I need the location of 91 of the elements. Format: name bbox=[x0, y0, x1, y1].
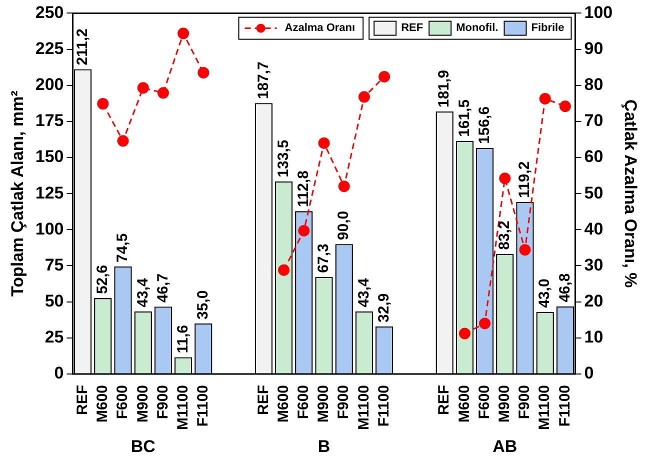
y2-tick-label: 0 bbox=[584, 364, 594, 383]
point bbox=[157, 87, 169, 99]
point bbox=[479, 318, 491, 330]
y-tick-label: 125 bbox=[35, 183, 64, 202]
x-tick-label: F900 bbox=[154, 384, 172, 420]
y2-tick-label: 30 bbox=[584, 255, 604, 274]
data-label: 112,8 bbox=[295, 170, 312, 208]
x-tick-label: M600 bbox=[274, 384, 292, 422]
y-tick-label: 175 bbox=[35, 111, 64, 130]
data-label: 119,2 bbox=[516, 161, 534, 198]
legend-label: Azalma Oranı bbox=[284, 22, 356, 34]
data-label: 35,0 bbox=[194, 290, 212, 320]
x-tick-label: M1100 bbox=[174, 384, 192, 430]
y2-tick-label: 70 bbox=[584, 111, 604, 130]
point bbox=[178, 28, 190, 40]
legend-label: Monofil. bbox=[456, 22, 498, 34]
data-label: 187,7 bbox=[254, 62, 272, 100]
legend-label: Fibrile bbox=[531, 22, 564, 34]
point bbox=[117, 135, 129, 147]
data-label: 52,6 bbox=[94, 264, 112, 294]
data-label: 43,4 bbox=[134, 277, 152, 308]
x-tick-label: REF bbox=[436, 384, 453, 415]
point bbox=[318, 137, 330, 149]
x-tick-label: F600 bbox=[476, 384, 493, 420]
point bbox=[458, 328, 470, 340]
y-tick-label: 25 bbox=[44, 328, 64, 347]
text: B bbox=[318, 437, 330, 456]
y-tick-label: 50 bbox=[44, 292, 64, 310]
point bbox=[519, 244, 531, 256]
x-tick-label: REF bbox=[254, 384, 272, 415]
x-tick-label: M900 bbox=[134, 384, 152, 422]
point bbox=[499, 172, 511, 184]
y2-tick-label: 50 bbox=[584, 183, 604, 202]
y-tick-label: 200 bbox=[35, 75, 64, 94]
y2-tick-label: 60 bbox=[584, 147, 604, 166]
y-tick-label: 100 bbox=[35, 219, 64, 238]
point bbox=[539, 92, 551, 104]
point bbox=[378, 70, 390, 82]
point bbox=[358, 91, 370, 103]
y-tick-label: 75 bbox=[44, 255, 64, 274]
x-tick-label: M600 bbox=[94, 384, 112, 422]
x-tick-label: REF bbox=[74, 384, 91, 415]
y-tick-label: 150 bbox=[35, 147, 64, 166]
point bbox=[559, 100, 571, 112]
x-tick-label: F1100 bbox=[194, 384, 212, 427]
y-tick-label: 250 bbox=[35, 2, 64, 22]
data-label: 46,8 bbox=[556, 273, 574, 302]
x-tick-label: F1100 bbox=[556, 384, 574, 427]
point bbox=[137, 82, 149, 94]
x-tick-label: M1100 bbox=[355, 384, 372, 430]
y2-axis-title: Çatlak Azalma Oranı, % bbox=[621, 99, 640, 288]
x-tick-label: F1100 bbox=[375, 384, 392, 427]
data-label: 161,5 bbox=[456, 99, 473, 137]
point bbox=[338, 180, 350, 192]
x-tick-label: M900 bbox=[496, 384, 514, 422]
data-label: 74,5 bbox=[114, 233, 132, 262]
x-tick-label: M900 bbox=[315, 384, 332, 422]
y2-tick-label: 100 bbox=[584, 2, 613, 22]
y2-tick-label: 10 bbox=[584, 328, 604, 347]
data-label: 43,0 bbox=[536, 278, 554, 308]
data-label: 90,0 bbox=[335, 210, 352, 240]
point bbox=[97, 98, 109, 110]
text: AB bbox=[492, 437, 518, 456]
data-label: 32,9 bbox=[375, 293, 392, 322]
text: BC bbox=[130, 437, 156, 456]
data-label: 133,5 bbox=[274, 140, 292, 178]
y-axis-title: Toplam Çatlak Alanı, mm² bbox=[8, 90, 27, 297]
x-tick-label: F600 bbox=[295, 384, 312, 420]
x-tick-label: M600 bbox=[456, 384, 473, 422]
data-label: 83,2 bbox=[496, 220, 514, 250]
legend-label: REF bbox=[401, 22, 424, 34]
y2-tick-label: 40 bbox=[584, 219, 604, 238]
y2-tick-label: 80 bbox=[584, 75, 604, 94]
data-label: 156,6 bbox=[476, 106, 493, 144]
data-label: 43,4 bbox=[355, 277, 372, 308]
data-label: 11,6 bbox=[174, 324, 192, 354]
data-label: 46,7 bbox=[154, 273, 172, 303]
data-label: 181,9 bbox=[436, 70, 453, 108]
y2-tick-label: 20 bbox=[584, 292, 604, 310]
point bbox=[278, 264, 290, 276]
y-tick-label: 0 bbox=[54, 364, 64, 383]
point bbox=[198, 66, 210, 78]
x-tick-label: F900 bbox=[516, 384, 534, 420]
x-tick-label: F900 bbox=[335, 384, 352, 420]
data-label: 67,3 bbox=[315, 244, 332, 273]
data-label: 211,2 bbox=[74, 28, 91, 66]
y-tick-label: 225 bbox=[35, 38, 64, 58]
x-tick-label: F600 bbox=[114, 384, 132, 420]
x-tick-label: M1100 bbox=[536, 384, 554, 430]
y2-tick-label: 90 bbox=[584, 38, 604, 58]
point bbox=[298, 224, 310, 236]
